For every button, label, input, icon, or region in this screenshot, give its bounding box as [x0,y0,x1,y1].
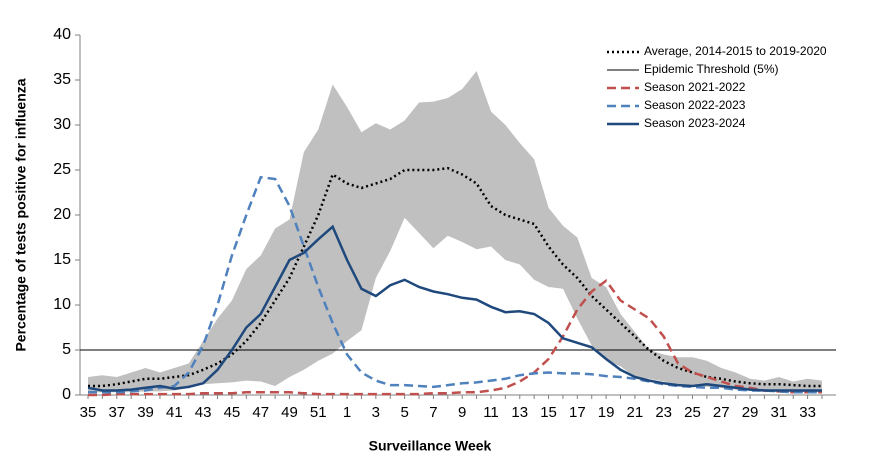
y-tick-label: 0 [62,386,71,403]
x-tick-label: 7 [429,404,437,421]
x-tick-label: 43 [195,404,212,421]
y-tick-label: 20 [53,206,71,223]
x-tick-label: 27 [713,404,730,421]
legend-label: Season 2023-2024 [644,116,746,130]
x-tick-label: 23 [655,404,672,421]
range-band [88,71,822,393]
y-tick-label: 10 [53,296,71,313]
x-tick-label: 17 [569,404,586,421]
y-axis-label: Percentage of tests positive for influen… [13,78,29,351]
y-tick-label: 5 [62,341,71,358]
x-tick-label: 51 [310,404,327,421]
x-tick-label: 21 [627,404,644,421]
x-tick-label: 1 [343,404,351,421]
x-tick-label: 25 [684,404,701,421]
x-tick-label: 45 [224,404,241,421]
x-tick-label: 13 [511,404,528,421]
y-tick-label: 15 [53,251,71,268]
x-tick-label: 5 [400,404,408,421]
x-tick-label: 47 [252,404,269,421]
x-tick-label: 39 [137,404,154,421]
x-tick-label: 15 [540,404,557,421]
y-tick-label: 25 [53,161,71,178]
x-tick-label: 37 [108,404,125,421]
x-tick-label: 49 [281,404,298,421]
legend-label: Average, 2014-2015 to 2019-2020 [644,44,827,58]
x-tick-label: 29 [742,404,759,421]
x-tick-label: 35 [80,404,97,421]
y-tick-label: 40 [53,26,71,43]
legend-label: Season 2022-2023 [644,98,746,112]
x-tick-label: 9 [458,404,466,421]
x-tick-label: 41 [166,404,183,421]
x-axis-label: Surveillance Week [369,438,492,454]
x-tick-label: 19 [598,404,615,421]
series-line [87,224,822,392]
legend-label: Epidemic Threshold (5%) [644,62,779,76]
y-tick-label: 35 [53,71,71,88]
series-line [88,175,822,394]
y-tick-label: 30 [53,116,71,133]
series-line [88,278,822,397]
legend-label: Season 2021-2022 [644,80,746,94]
x-tick-label: 33 [799,404,816,421]
x-tick-label: 3 [372,404,380,421]
x-tick-label: 31 [770,404,787,421]
x-tick-label: 11 [483,404,499,421]
